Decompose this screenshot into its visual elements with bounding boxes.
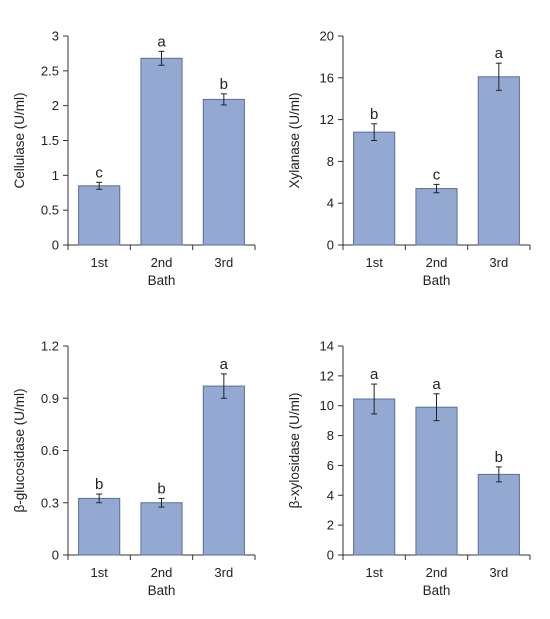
y-tick-label: 0 [52,548,59,563]
significance-label: b [495,449,503,466]
bar [140,502,183,556]
y-axis-title: Cellulase (U/ml) [12,92,27,188]
y-tick-label: 1 [52,168,59,183]
x-tick-label: 3rd [489,255,508,270]
significance-label: b [157,480,165,497]
significance-label: b [95,476,103,493]
y-tick-label: 1.2 [41,339,59,354]
y-tick-label: 8 [327,428,334,443]
y-tick-label: 20 [320,29,334,44]
significance-label: a [370,366,379,383]
y-tick-label: 0.9 [41,391,59,406]
y-tick-label: 3 [52,29,59,44]
significance-label: c [433,166,441,183]
y-axis-title: Xylanase (U/ml) [287,92,302,188]
bar [78,185,121,246]
y-tick-label: 16 [320,70,334,85]
significance-label: a [495,45,504,62]
y-tick-label: 0.3 [41,495,59,510]
cellulase-chart-panel: 0 0.5 1 1.5 2 2.5 3 c 1st a 2nd b 3rd Bath Cellulase (… [0,0,275,309]
significance-label: b [370,106,378,123]
x-axis-title: Bath [148,583,176,598]
y-tick-label: 0.6 [41,443,59,458]
y-tick-label: 0 [52,238,59,253]
bar [353,131,396,246]
bar [477,473,520,556]
xylanase-chart: 0 4 8 12 16 20 b 1st c 2nd a 3rd Bath Xylanase (U/ml) [287,29,531,288]
y-axis-title: β-glucosidase (U/ml) [12,388,27,512]
significance-label: b [220,76,228,93]
y-axis-title: β-xylosidase (U/ml) [287,393,302,509]
x-tick-label: 2nd [426,565,448,580]
x-tick-label: 2nd [151,565,173,580]
bar [202,385,245,556]
x-axis-title: Bath [148,273,176,288]
y-tick-label: 8 [327,154,334,169]
y-tick-label: 12 [320,112,334,127]
significance-label: a [220,356,229,373]
y-tick-label: 14 [320,339,334,354]
x-tick-label: 1st [365,565,383,580]
x-tick-label: 3rd [214,255,233,270]
beta-glucosidase-chart-panel: 0 0.3 0.6 0.9 1.2 b 1st b 2nd a 3rd Bath β-glucosida… [0,310,275,619]
cellulase-chart: 0 0.5 1 1.5 2 2.5 3 c 1st a 2nd b 3rd Bath Cellulase (… [12,29,256,288]
x-tick-label: 1st [90,255,108,270]
y-tick-label: 2.5 [41,63,59,78]
y-tick-label: 4 [327,488,334,503]
bar [415,406,458,556]
y-tick-label: 1.5 [41,133,59,148]
y-tick-label: 6 [327,458,334,473]
x-tick-label: 3rd [489,565,508,580]
significance-label: a [157,33,166,50]
xylanase-chart-panel: 0 4 8 12 16 20 b 1st c 2nd a 3rd Bath Xylanase (U/ml) [275,0,550,309]
x-axis-title: Bath [423,273,451,288]
significance-label: c [95,164,103,181]
y-tick-label: 2 [327,518,334,533]
bar [78,497,121,556]
bar [202,98,245,246]
x-tick-label: 1st [90,565,108,580]
beta-glucosidase-chart: 0 0.3 0.6 0.9 1.2 b 1st b 2nd a 3rd Bath β-glucosida… [12,339,256,598]
beta-xylosidase-chart: 0 2 4 6 8 10 12 14 a 1st a 2nd b 3rd Bath β-xylosidase … [287,339,531,598]
x-tick-label: 2nd [151,255,173,270]
significance-label: a [432,376,441,393]
x-tick-label: 2nd [426,255,448,270]
x-axis-title: Bath [423,583,451,598]
y-tick-label: 2 [52,98,59,113]
y-tick-label: 0 [327,238,334,253]
y-tick-label: 4 [327,196,334,211]
y-tick-label: 10 [320,398,334,413]
bar [415,188,458,246]
y-tick-label: 0 [327,548,334,563]
bar [477,76,520,246]
x-tick-label: 1st [365,255,383,270]
x-tick-label: 3rd [214,565,233,580]
bar [353,398,396,556]
bar [140,57,183,246]
y-tick-label: 12 [320,368,334,383]
y-tick-label: 0.5 [41,203,59,218]
beta-xylosidase-chart-panel: 0 2 4 6 8 10 12 14 a 1st a 2nd b 3rd Bath β-xylosidase … [275,310,550,619]
